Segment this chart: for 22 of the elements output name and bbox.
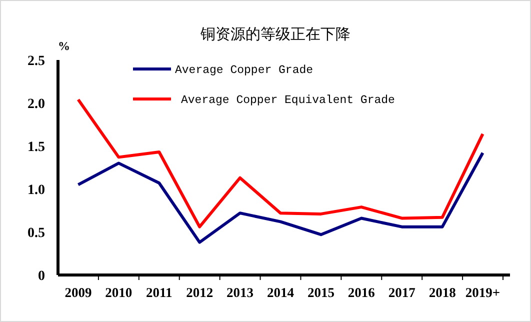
line-series [76, 151, 484, 244]
x-tick-label: 2014 [267, 285, 294, 300]
x-tick-label: 2015 [307, 285, 335, 300]
x-tick-label: 2011 [146, 285, 173, 300]
x-tick-label: 2016 [348, 285, 376, 300]
x-tick-label: 2009 [64, 285, 92, 300]
x-tick-label: 2019+ [465, 285, 500, 300]
y-tick-label: 2.5 [28, 54, 45, 69]
x-tick-label: 2013 [226, 285, 254, 300]
legend-label: Average Copper Grade [175, 64, 314, 77]
y-tick-label: 0 [38, 269, 45, 284]
y-tick-label: 2.0 [28, 97, 45, 112]
x-tick-label: 2017 [388, 285, 416, 300]
x-tick-label: 2018 [428, 285, 456, 300]
x-tick-label: 2012 [186, 285, 214, 300]
y-tick-label: 1.5 [28, 140, 45, 155]
legend-label: Average Copper Equivalent Grade [181, 94, 396, 107]
y-tick-label: 1.0 [28, 183, 45, 198]
y-axis-title: % [58, 39, 70, 53]
chart-title: 铜资源的等级正在下降 [200, 26, 350, 43]
x-tick-label: 2010 [105, 285, 132, 300]
y-tick-label: 0.5 [28, 226, 45, 241]
